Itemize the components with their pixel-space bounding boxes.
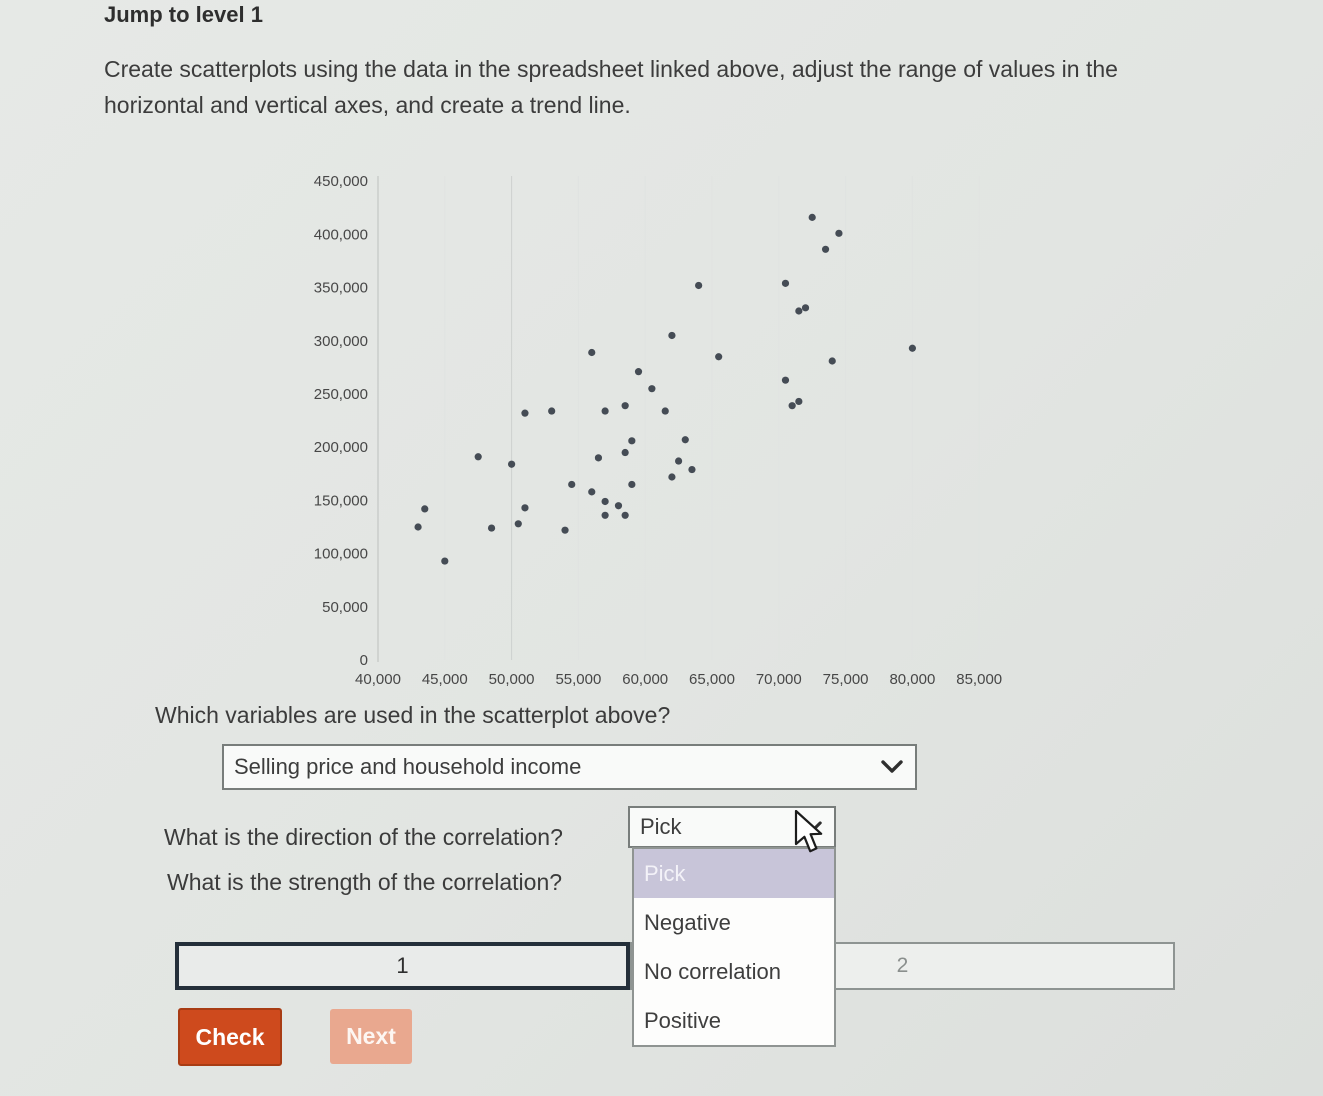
scatter-point [808,213,816,221]
x-tick-label: 65,000 [689,671,735,688]
chevron-down-icon [802,820,822,833]
chevron-down-icon [881,760,903,773]
scatter-point [628,480,636,489]
scatter-point [568,480,576,489]
scatterplot-svg: 0 50,000 100,000 150,000 200,000 250,000 300,0… [314,173,1002,688]
scatter-point [715,353,723,361]
y-tick-label: 250,000 [314,386,368,403]
strength-option-no-correlation[interactable]: No correlation [634,947,834,996]
next-button[interactable]: Next [330,1009,412,1064]
scatter-point [908,344,917,352]
direction-question-label: What is the direction of the correlation… [164,824,563,850]
scatter-point [521,504,529,512]
jump-to-level-link[interactable]: Jump to level 1 [104,2,263,27]
scatter-point [621,511,629,519]
y-tick-label: 200,000 [314,439,368,456]
scatter-point [668,331,676,340]
x-tick-label: 80,000 [889,671,935,688]
scatter-point [795,307,803,315]
scatter-point [675,457,683,465]
scatter-point [508,460,516,468]
scatter-point [548,407,556,415]
scatter-point [521,409,529,417]
scatter-point [681,436,689,444]
x-tick-label: 70,000 [756,671,802,688]
x-tick-label: 75,000 [823,671,869,688]
scatter-point [514,520,522,528]
y-tick-label: 350,000 [314,280,368,297]
scatter-point [474,453,482,461]
x-tick-label: 40,000 [355,671,401,688]
scatter-point [487,524,496,532]
strength-options-list: Pick Negative No correlation Positive [634,849,834,1045]
progress-current-number: 1 [396,953,409,978]
scatter-point [781,376,790,384]
progress-next-number: 2 [896,954,909,977]
variables-select-value: Selling price and household income [234,754,582,779]
scatter-point [821,245,830,253]
scatter-point [668,473,676,481]
scatter-point [614,502,623,510]
scatter-point [828,357,836,365]
scatter-point [594,454,603,462]
scatter-point [788,402,796,410]
strength-option-negative[interactable]: Negative [634,898,834,947]
x-tick-label: 50,000 [489,671,535,688]
x-tick-label: 45,000 [422,671,468,688]
y-tick-label: 450,000 [314,173,368,190]
scatter-point [441,557,449,565]
strength-question-label: What is the strength of the correlation? [167,869,563,895]
scatter-point [621,402,629,410]
y-tick-label: 150,000 [314,492,368,509]
strength-option-pick[interactable]: Pick [634,849,834,898]
scatter-point [561,526,569,534]
scatter-point [421,505,429,513]
strength-option-positive[interactable]: Positive [634,996,834,1045]
scatter-point [601,497,609,506]
instructions-text: Create scatterplots using the data in th… [104,56,1118,118]
y-tick-label: 100,000 [314,546,368,563]
scatter-point [661,407,669,415]
scatter-point [601,511,609,519]
scatter-point [588,348,596,357]
scatterplot-chart: 0 50,000 100,000 150,000 200,000 250,000 300,0… [262,160,1037,700]
scatter-point [628,437,636,445]
scatter-point [801,304,810,312]
scatter-point [648,385,656,393]
scatter-point [835,229,843,237]
x-tick-label: 60,000 [622,671,668,688]
strength-options-dropdown: Pick Negative No correlation Positive [632,847,836,1047]
y-tick-label: 400,000 [314,226,368,243]
scatter-point [621,448,629,457]
x-tick-label: 55,000 [555,671,601,688]
scatter-point [588,488,596,496]
scatter-point [688,465,696,474]
scatter-point [795,397,803,406]
direction-select[interactable]: Pick [628,806,836,848]
direction-select-value: Pick [640,814,682,839]
progress-segment-current: 1 [175,942,630,990]
variables-select[interactable]: Selling price and household income [222,744,917,790]
x-tick-label: 85,000 [956,671,1002,688]
scatter-point [781,279,790,287]
scatter-point [634,368,643,376]
scatter-point [695,281,703,290]
variables-question-label: Which variables are used in the scatterp… [155,702,671,728]
check-button[interactable]: Check [178,1008,282,1066]
y-tick-label: 0 [360,652,368,669]
scatter-point [601,407,609,415]
y-tick-label: 50,000 [322,599,368,616]
scatter-point [414,523,422,531]
y-tick-label: 300,000 [314,333,368,350]
